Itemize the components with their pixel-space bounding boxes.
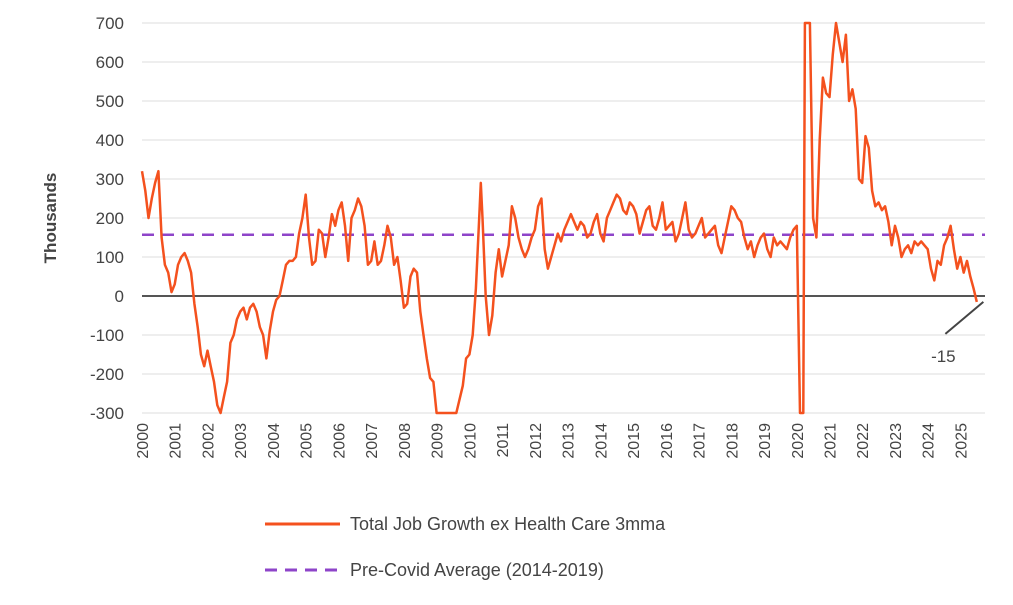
- legend-label-pre-covid-average: Pre-Covid Average (2014-2019): [350, 560, 604, 580]
- x-tick-label: 2002: [200, 423, 217, 459]
- x-tick-label: 2004: [266, 423, 283, 459]
- x-tick-label: 2024: [921, 423, 938, 459]
- x-tick-label: 2014: [593, 423, 610, 459]
- annotation-label: -15: [931, 347, 956, 366]
- x-tick-label: 2011: [495, 423, 512, 458]
- legend: Total Job Growth ex Health Care 3mma Pre…: [265, 514, 666, 580]
- x-tick-label: 2001: [168, 423, 185, 459]
- y-axis-tick-labels: -300 -200 -100 0 100 200 300 400 500 600 700: [90, 14, 124, 423]
- x-tick-label: 2019: [757, 423, 774, 459]
- annotation-leader-line: [944, 301, 985, 335]
- y-tick-label: 700: [96, 14, 124, 33]
- y-tick-label: -100: [90, 326, 124, 345]
- gridlines: [142, 22, 985, 414]
- x-tick-label: 2015: [626, 423, 643, 459]
- x-tick-label: 2023: [888, 423, 905, 459]
- y-tick-label: 500: [96, 92, 124, 111]
- x-tick-label: 2025: [953, 423, 970, 459]
- x-tick-label: 2010: [462, 423, 479, 459]
- y-tick-label: 100: [96, 248, 124, 267]
- x-tick-label: 2000: [135, 423, 152, 459]
- x-tick-label: 2021: [822, 423, 839, 459]
- y-tick-label: -300: [90, 404, 124, 423]
- legend-label-job-growth: Total Job Growth ex Health Care 3mma: [350, 514, 666, 534]
- x-tick-label: 2017: [692, 423, 709, 459]
- x-tick-label: 2005: [299, 423, 316, 459]
- y-tick-label: 600: [96, 53, 124, 72]
- x-tick-label: 2008: [397, 423, 414, 459]
- x-tick-label: 2022: [855, 423, 872, 459]
- x-tick-label: 2012: [528, 423, 545, 459]
- x-tick-label: 2003: [233, 423, 250, 459]
- y-tick-label: 400: [96, 131, 124, 150]
- x-tick-label: 2009: [430, 423, 447, 459]
- x-axis-tick-labels: 2000 2001 2002 2003 2004 2005 2006 2007 2008 2009…: [135, 423, 970, 459]
- x-tick-label: 2013: [561, 423, 578, 459]
- x-tick-label: 2016: [659, 423, 676, 459]
- y-tick-label: -200: [90, 365, 124, 384]
- y-tick-label: 300: [96, 170, 124, 189]
- job-growth-series-line: [140, 21, 979, 415]
- x-tick-label: 2007: [364, 423, 381, 459]
- y-axis-title: Thousands: [41, 173, 60, 264]
- x-tick-label: 2020: [790, 423, 807, 459]
- x-tick-label: 2018: [724, 423, 741, 459]
- y-tick-label: 0: [115, 287, 124, 306]
- y-tick-label: 200: [96, 209, 124, 228]
- x-tick-label: 2006: [331, 423, 348, 459]
